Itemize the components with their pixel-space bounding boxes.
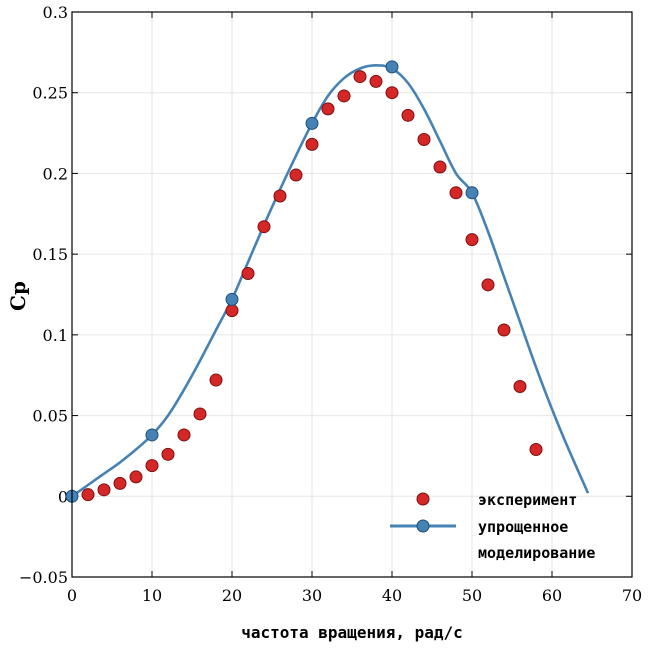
model-marker	[465, 186, 479, 200]
experiment-point	[433, 160, 447, 174]
tick-labels: 0 10 20 30 40 50 60 70−0.0500.050.10.150.20.250…	[19, 3, 642, 605]
experiment-point	[241, 267, 255, 281]
model-marker	[385, 60, 399, 74]
x-tick-label: 0	[67, 586, 77, 605]
experiment-point	[305, 137, 319, 151]
experiment-point	[97, 483, 111, 497]
x-tick-label: 40	[382, 586, 402, 605]
plot-frame	[71, 11, 633, 578]
experiment-point	[193, 407, 207, 421]
y-tick-label: −0.05	[19, 568, 68, 587]
experiment-point	[369, 74, 383, 88]
experiment-point	[145, 459, 159, 473]
y-tick-label: 0.3	[43, 3, 68, 22]
experiment-point	[225, 304, 239, 318]
experiment-point	[257, 220, 271, 234]
legend-marker-experiment	[416, 492, 430, 506]
x-tick-label: 20	[222, 586, 242, 605]
experiment-point	[113, 476, 127, 490]
y-tick-label: 0.05	[32, 407, 68, 426]
experiment-point	[129, 470, 143, 484]
experiment-point	[177, 428, 191, 442]
experiment-point	[465, 233, 479, 247]
experiment-point	[273, 189, 287, 203]
legend-label-model-line2: моделирование	[478, 544, 595, 562]
experiment-point	[513, 380, 527, 394]
experiment-point	[481, 278, 495, 292]
x-axis-title: частота вращения, рад/с	[241, 623, 463, 642]
y-tick-label: 0.2	[43, 164, 68, 183]
x-tick-label: 30	[302, 586, 322, 605]
model-marker	[145, 428, 159, 442]
experiment-point	[289, 168, 303, 182]
y-tick-label: 0.25	[32, 84, 68, 103]
x-tick-label: 10	[142, 586, 162, 605]
experiment-point	[161, 447, 175, 461]
y-tick-label: 0.1	[43, 326, 68, 345]
model-marker	[225, 292, 239, 306]
y-tick-label: 0.15	[32, 245, 68, 264]
x-tick-label: 60	[542, 586, 562, 605]
experiment-point	[497, 323, 511, 337]
y-axis-title: Cp	[6, 281, 30, 311]
experiment-point	[337, 89, 351, 103]
legend-label-experiment: эксперимент	[478, 491, 577, 509]
legend: эксперимент упрощенное моделирование	[390, 491, 595, 562]
y-tick-label: 0	[58, 487, 68, 506]
experiment-point	[385, 86, 399, 100]
legend-marker-model	[416, 519, 430, 533]
legend-label-model-line1: упрощенное	[478, 518, 568, 536]
plot-background	[72, 12, 632, 577]
series-layer	[65, 60, 590, 503]
x-tick-label: 70	[622, 586, 642, 605]
experiment-point	[321, 102, 335, 116]
experiment-point	[81, 488, 95, 502]
experiment-point	[417, 133, 431, 147]
experiment-point	[353, 70, 367, 84]
model-marker	[305, 116, 319, 130]
experiment-point	[449, 186, 463, 200]
model-line	[71, 64, 590, 498]
x-tick-label: 50	[462, 586, 482, 605]
experiment-point	[209, 373, 223, 387]
experiment-point	[529, 442, 543, 456]
experiment-point	[401, 108, 415, 122]
